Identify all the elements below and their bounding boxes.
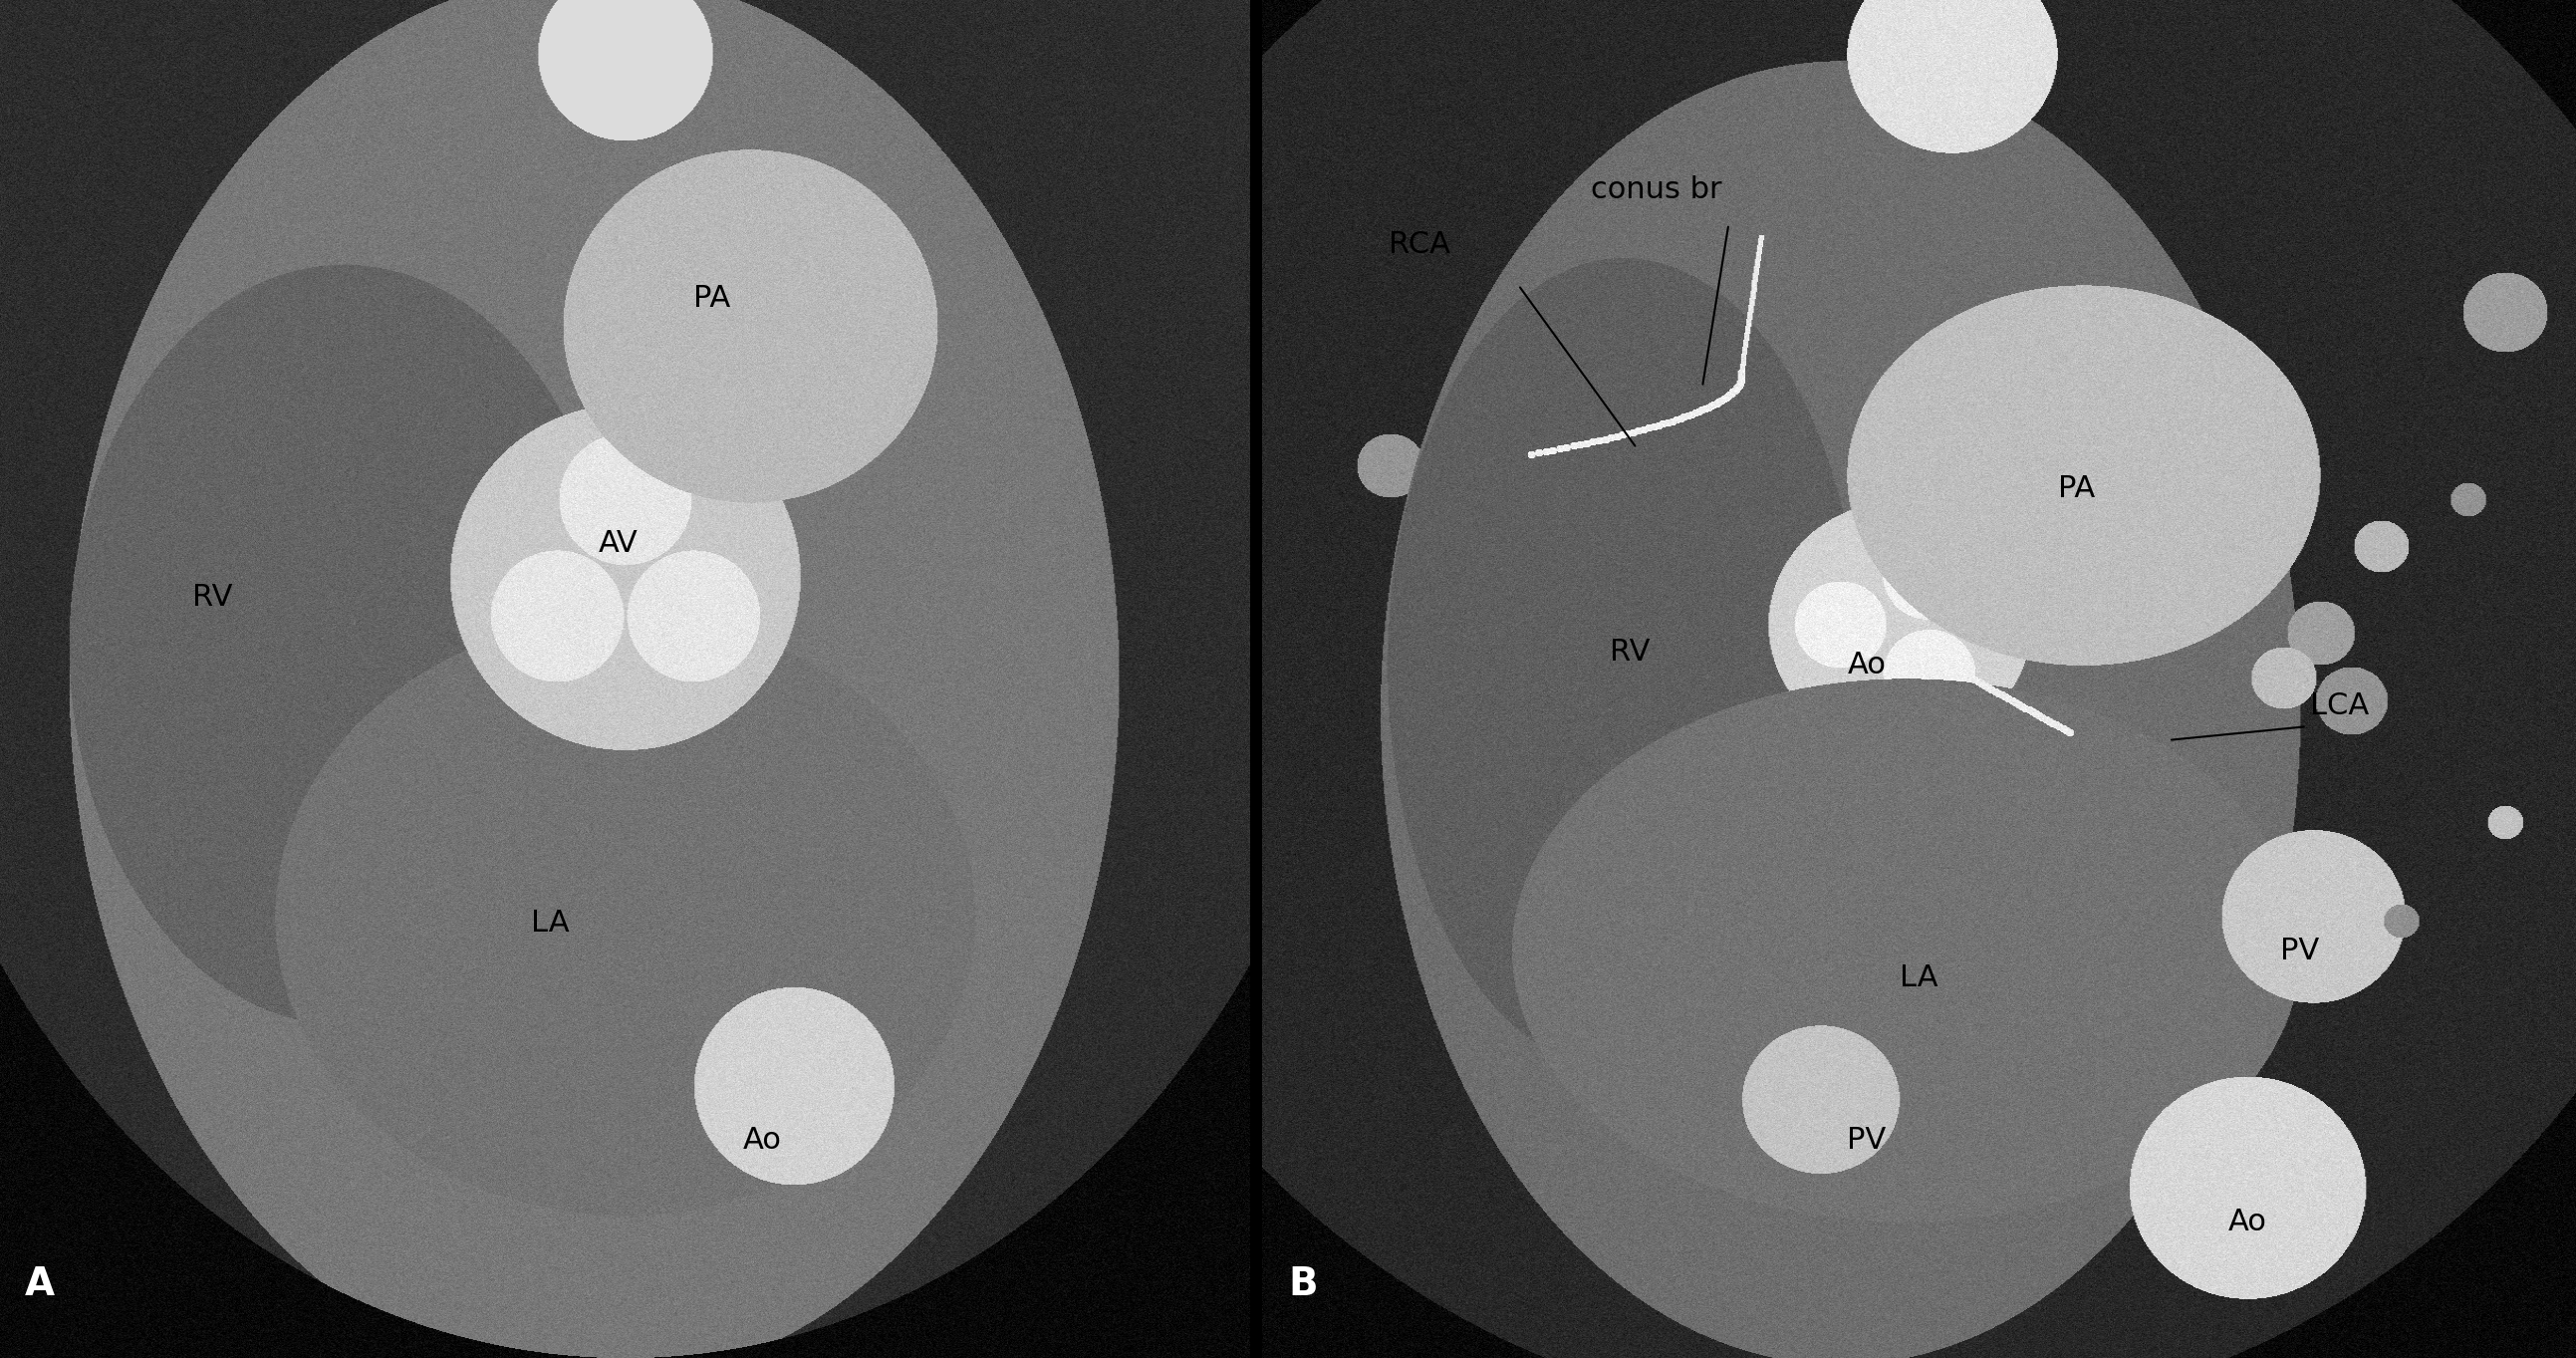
Text: LCA: LCA	[2311, 691, 2370, 721]
Text: RV: RV	[193, 583, 232, 612]
Text: RCA: RCA	[1388, 230, 1450, 259]
Text: B: B	[1288, 1266, 1319, 1304]
Text: PA: PA	[693, 284, 732, 314]
Text: Ao: Ao	[2228, 1207, 2267, 1237]
Text: PV: PV	[1847, 1126, 1886, 1156]
Text: LA: LA	[531, 909, 569, 938]
Text: Ao: Ao	[1847, 650, 1886, 680]
Text: Ao: Ao	[742, 1126, 781, 1156]
Text: LA: LA	[1901, 963, 1937, 993]
Text: RV: RV	[1610, 637, 1651, 667]
Text: AV: AV	[598, 528, 639, 558]
Text: PA: PA	[2058, 474, 2094, 504]
Text: conus br: conus br	[1592, 175, 1721, 205]
Text: A: A	[26, 1266, 54, 1304]
Text: PV: PV	[2280, 936, 2318, 966]
